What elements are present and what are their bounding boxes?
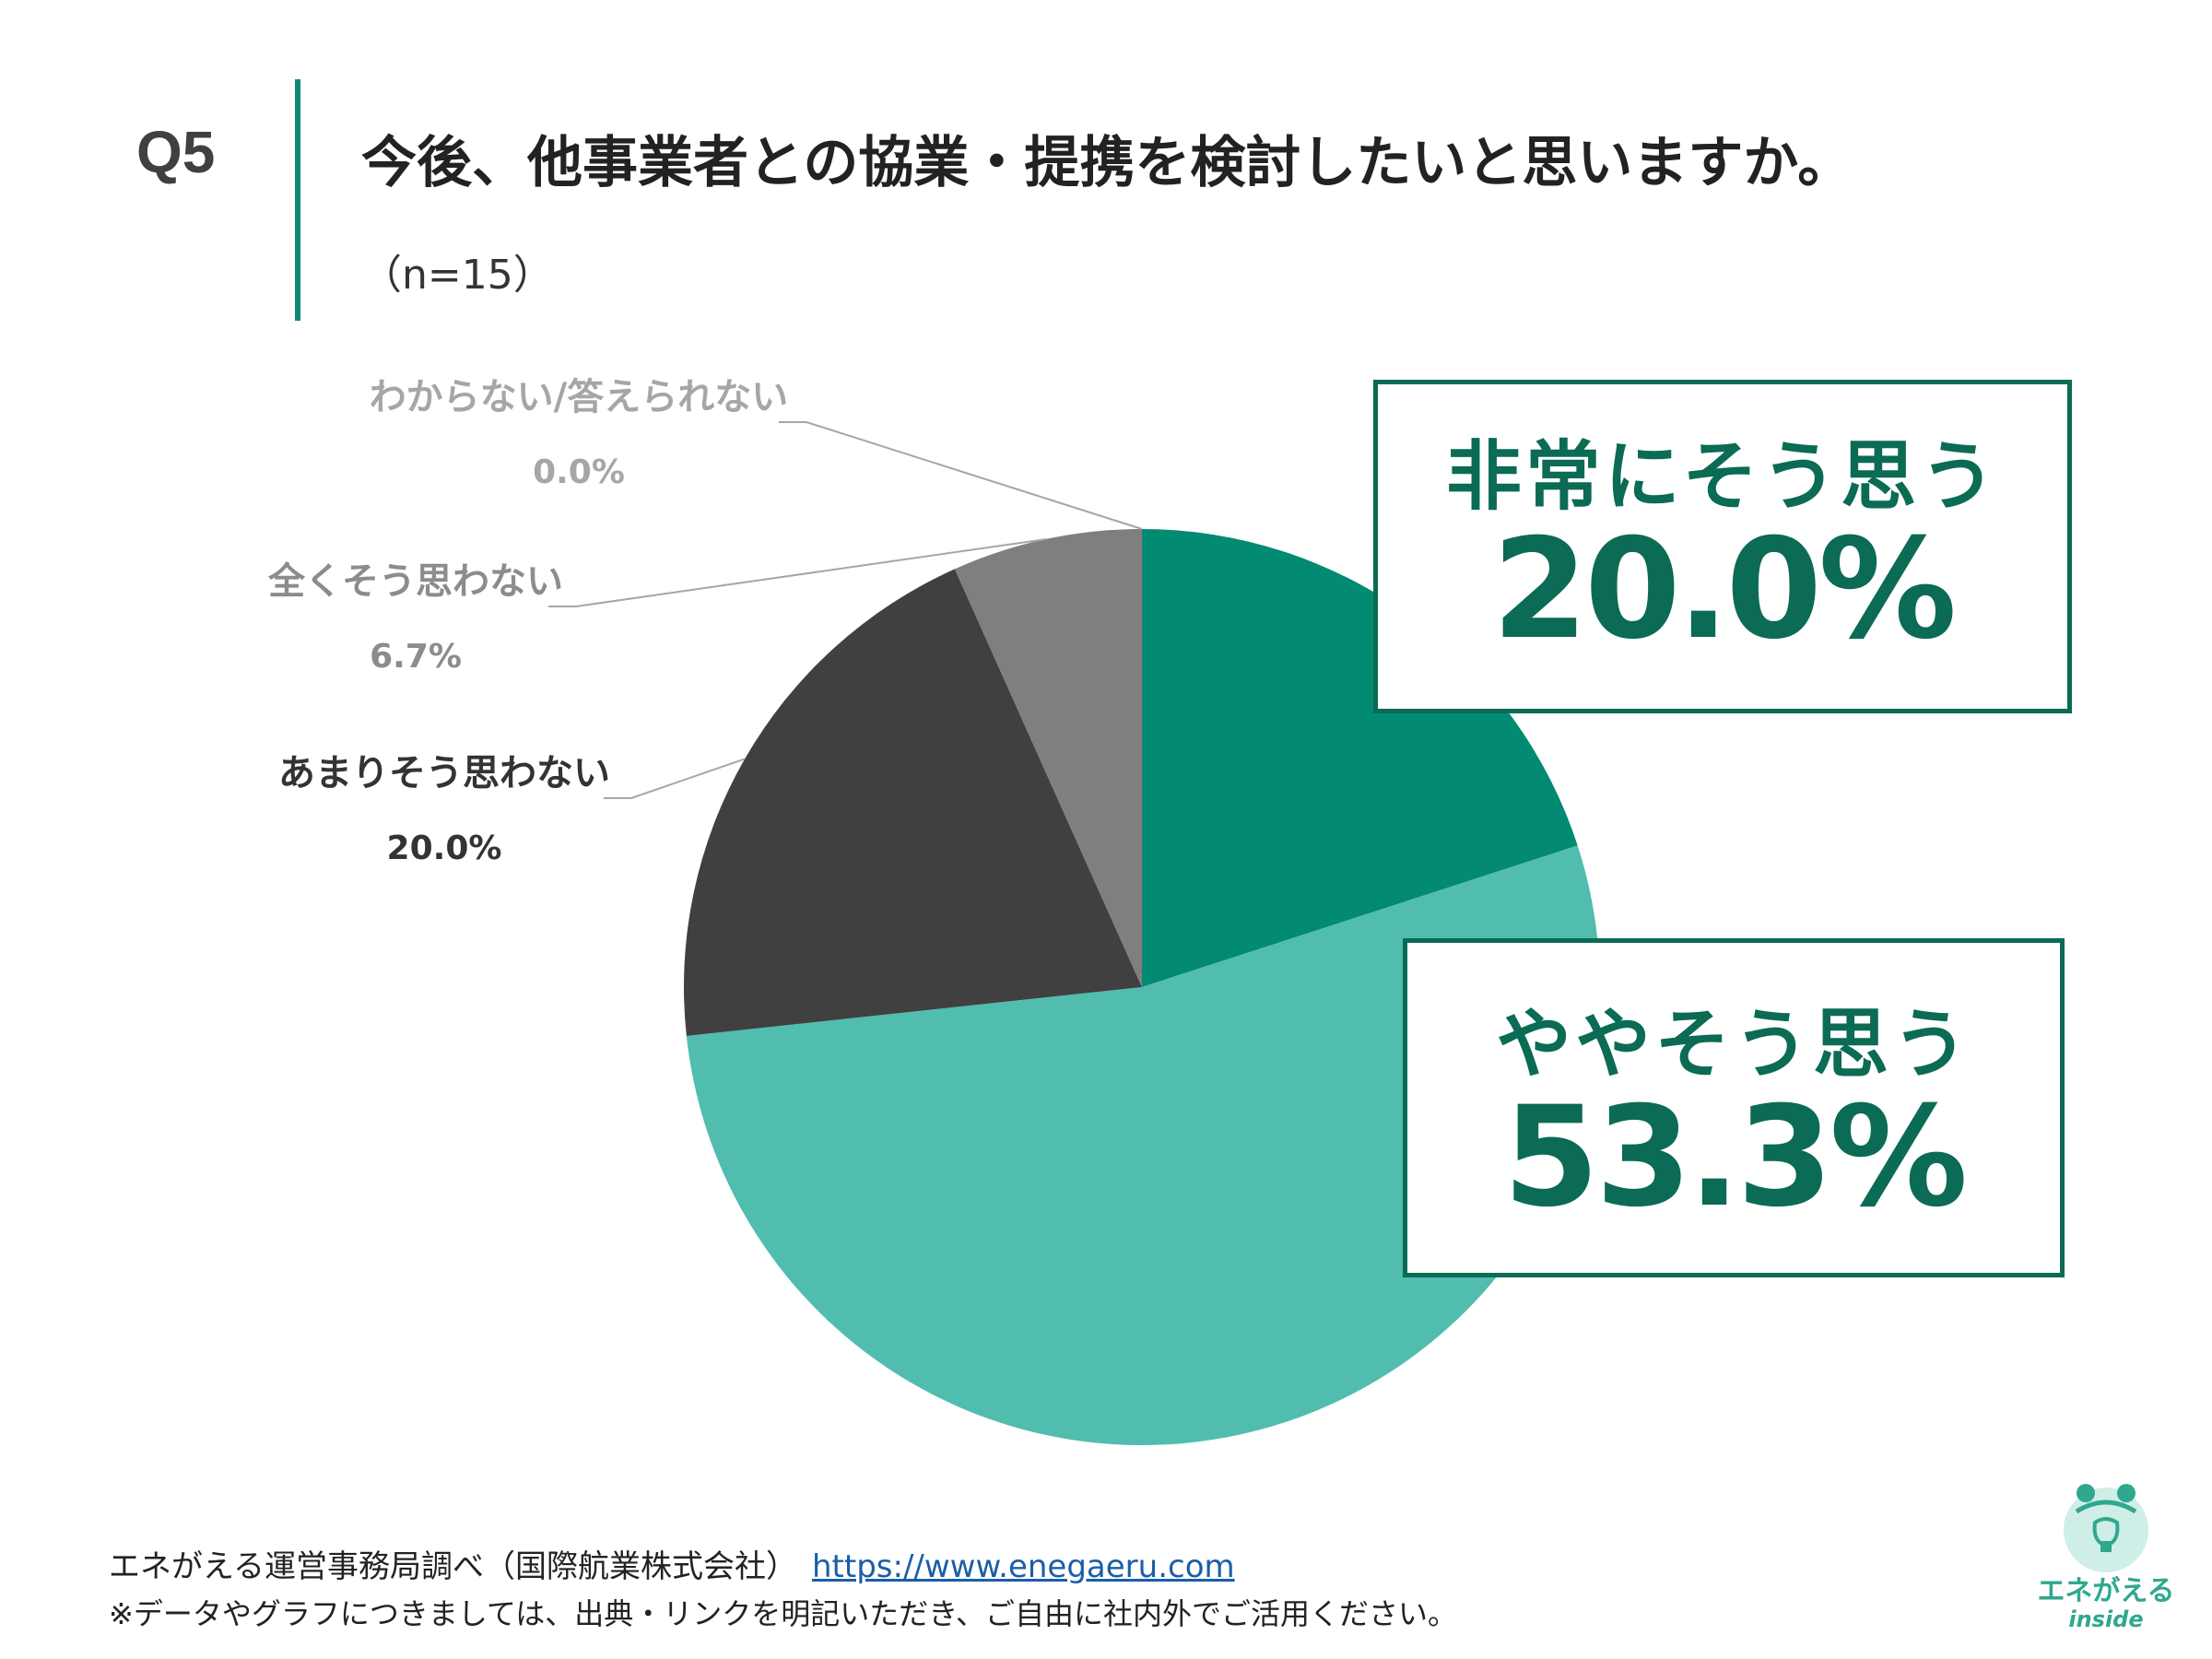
callout-value: 20.0% bbox=[1491, 510, 1957, 670]
source-text: エネがえる運営事務局調べ（国際航業株式会社） bbox=[109, 1548, 797, 1585]
pie-slice bbox=[954, 529, 1142, 987]
source-link[interactable]: https://www.enegaeru.com bbox=[811, 1548, 1235, 1585]
slice-value-label: 6.7% bbox=[370, 638, 462, 676]
footer-note: ※データやグラフにつきましては、出典・リンクを明記いただき、ご自由に社内外でご活… bbox=[109, 1596, 1457, 1631]
slice-value-label: 20.0% bbox=[387, 830, 502, 867]
pie-slice bbox=[1142, 529, 1578, 987]
divider-line bbox=[295, 79, 300, 321]
leader-line bbox=[548, 537, 1047, 607]
lightbulb-frog-icon bbox=[2064, 1484, 2148, 1572]
leader-line bbox=[604, 758, 746, 799]
question-number: Q5 bbox=[136, 119, 216, 185]
slice-label: あまりそう思わない bbox=[278, 752, 610, 794]
callout-label: ややそう思う bbox=[1495, 1001, 1971, 1088]
callout-label: 非常にそう思う bbox=[1445, 433, 2000, 521]
brand-logo: エネがえる inside bbox=[2018, 1475, 2194, 1641]
leader-line bbox=[779, 421, 1143, 530]
slice-label: 全くそう思わない bbox=[267, 560, 563, 603]
logo-text: エネがえる bbox=[2037, 1575, 2175, 1607]
slice-label: わからない/答えられない bbox=[370, 376, 789, 418]
sample-size: （n=15） bbox=[361, 252, 554, 299]
footer-source: エネがえる運営事務局調べ（国際航業株式会社） https://www.enegae… bbox=[109, 1541, 1235, 1586]
logo-sub: inside bbox=[2068, 1606, 2144, 1632]
pie-slice bbox=[684, 569, 1142, 1036]
pie-slice bbox=[686, 845, 1600, 1446]
callout-somewhat-agree: ややそう思う 53.3% bbox=[1403, 938, 2065, 1277]
slice-value-label: 0.0% bbox=[533, 453, 625, 491]
callout-value: 53.3% bbox=[1502, 1077, 1968, 1238]
question-title: 今後、他事業者との協業・提携を検討したいと思いますか。 bbox=[361, 131, 1853, 195]
callout-very-much-agree: 非常にそう思う 20.0% bbox=[1373, 380, 2072, 713]
